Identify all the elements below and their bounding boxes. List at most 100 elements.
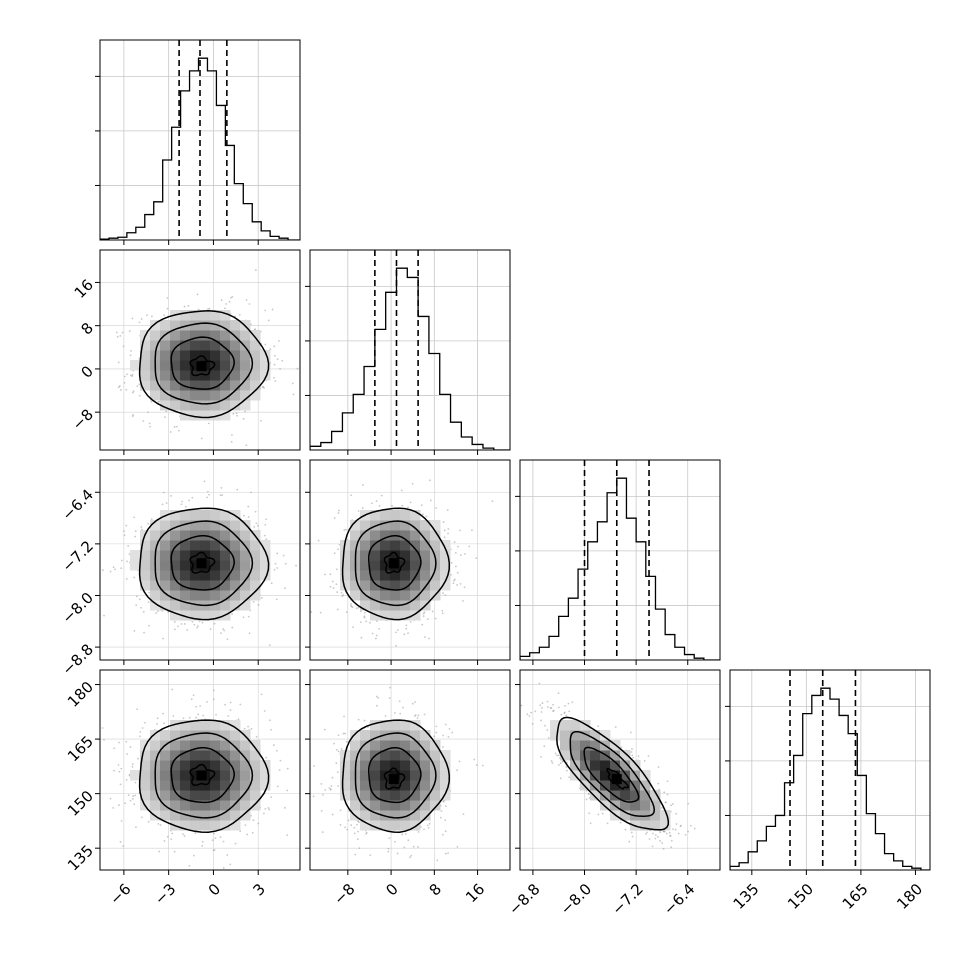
density-cell	[220, 780, 231, 791]
x-tick-label: 135	[730, 880, 763, 913]
density-cell	[180, 740, 191, 751]
scatter-point	[431, 610, 434, 613]
density-cell	[580, 720, 591, 731]
density-cell	[380, 550, 391, 561]
density-cell	[170, 600, 181, 611]
scatter-point	[384, 715, 387, 717]
scatter-point	[226, 638, 229, 641]
scatter-point	[460, 554, 462, 556]
scatter-point	[264, 309, 267, 312]
scatter-point	[181, 500, 184, 503]
density-cell	[230, 750, 241, 761]
scatter-point	[235, 412, 238, 415]
density-cell	[230, 590, 241, 601]
scatter-point	[193, 623, 196, 626]
scatter-point	[237, 718, 240, 721]
density-cell	[580, 770, 591, 781]
scatter-point	[446, 509, 449, 511]
density-cell	[390, 730, 401, 741]
scatter-point	[220, 299, 223, 302]
scatter-point	[142, 420, 145, 422]
panel-frame	[309, 669, 511, 871]
density-cell	[190, 760, 201, 771]
scatter-point	[363, 615, 366, 618]
density-cell	[170, 810, 181, 821]
density-cell	[210, 750, 221, 761]
density-cell	[420, 560, 431, 571]
density-cell	[160, 810, 171, 821]
density-cell	[410, 810, 421, 821]
scatter-point	[319, 611, 322, 614]
panels-layer: 135 150 165 180 −8 0 8 16 −8.8 −8.0 −7.2 −6.4 −6 −3 0 3…	[59, 39, 931, 919]
scatter-point	[417, 831, 420, 833]
scatter-point	[192, 694, 195, 697]
density-cell	[210, 380, 221, 391]
density-cell	[210, 610, 221, 621]
scatter-point	[549, 707, 552, 709]
scatter-point	[173, 628, 176, 631]
scatter-point	[323, 728, 326, 731]
scatter-point	[133, 576, 136, 579]
scatter-point	[232, 412, 235, 415]
density-cell	[380, 760, 391, 771]
scatter-point	[375, 634, 378, 637]
density-cell	[370, 760, 381, 771]
density-cell	[220, 320, 231, 331]
density-cell	[400, 590, 411, 601]
density-cell	[150, 330, 161, 341]
density-cell	[640, 800, 651, 811]
density-cell	[430, 580, 441, 591]
scatter-point	[245, 444, 248, 447]
scatter-point	[270, 582, 273, 585]
density-cell	[350, 540, 361, 551]
scatter-point	[400, 489, 403, 492]
density-cell	[200, 740, 211, 751]
density-cell	[380, 540, 391, 551]
density-cell	[380, 770, 391, 781]
scatter-point	[556, 754, 558, 757]
density-cell	[410, 730, 421, 741]
contour-line	[170, 746, 235, 804]
scatter-point	[131, 765, 134, 768]
scatter-point	[388, 697, 391, 699]
scatter-point	[666, 780, 669, 783]
scatter-point	[138, 394, 141, 397]
density-cell	[190, 380, 201, 391]
scatter-point	[122, 345, 125, 348]
scatter-point	[123, 530, 125, 532]
scatter-point	[394, 631, 397, 634]
density-cell	[180, 790, 191, 801]
density-cell	[340, 790, 351, 801]
scatter-point	[689, 824, 692, 827]
scatter-point	[377, 696, 380, 699]
density-cell	[240, 750, 251, 761]
panel-frame	[99, 249, 301, 451]
scatter-point	[396, 852, 399, 855]
scatter-point	[337, 512, 340, 514]
density-cell	[220, 590, 231, 601]
density-cell	[190, 610, 201, 621]
histogram-step	[310, 267, 510, 450]
scatter-point	[222, 867, 225, 869]
density-cell	[600, 790, 611, 801]
density-cell	[170, 510, 181, 521]
scatter-point	[436, 859, 439, 862]
scatter-point	[324, 573, 326, 576]
density-cell	[170, 330, 181, 341]
density-cell	[630, 790, 641, 801]
density-cell	[400, 770, 411, 781]
density-cell	[380, 590, 391, 601]
scatter-point	[643, 760, 646, 762]
density-cell	[550, 720, 561, 731]
density-cell	[360, 560, 371, 571]
scatter-point	[214, 837, 217, 840]
scatter-point	[646, 831, 648, 834]
hist-panel-bg	[310, 250, 510, 450]
density-cell	[200, 820, 211, 831]
y-tick-label: 0	[78, 362, 97, 381]
density-cell	[350, 800, 361, 811]
scatter-point	[269, 348, 272, 351]
contour-line	[189, 551, 216, 574]
density-cell	[410, 580, 421, 591]
scatter-point	[630, 751, 633, 753]
